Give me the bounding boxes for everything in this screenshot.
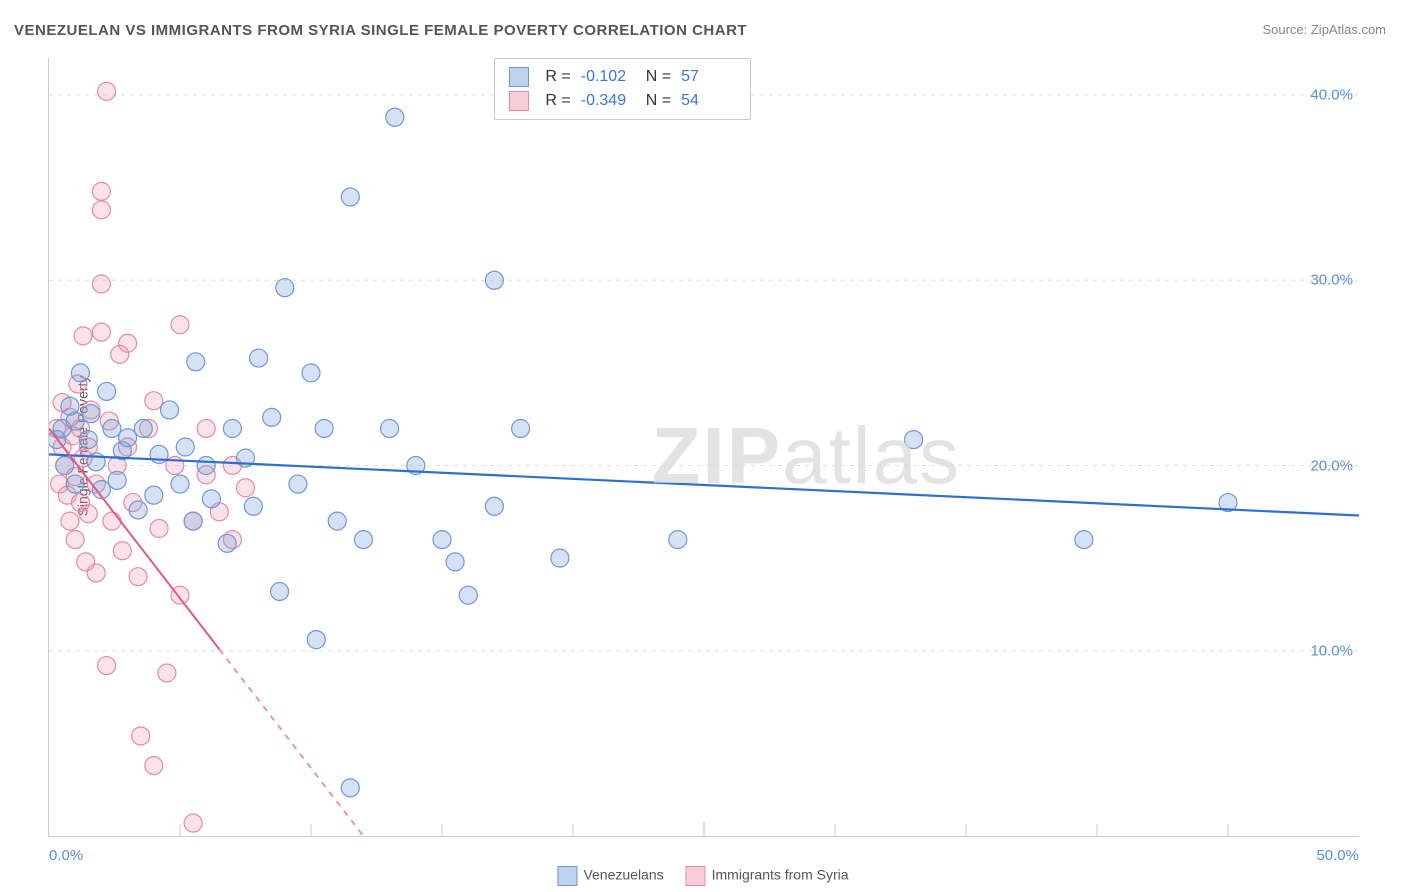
stat-R-value: -0.349 — [581, 89, 636, 113]
swatch-icon — [509, 91, 529, 111]
y-tick-label: 30.0% — [1310, 272, 1353, 289]
y-tick-label: 40.0% — [1310, 87, 1353, 104]
chart-title: VENEZUELAN VS IMMIGRANTS FROM SYRIA SING… — [14, 22, 747, 39]
stats-legend-box: R = -0.102 N = 57 R = -0.349 N = 54 — [494, 58, 751, 120]
watermark-zip: ZIP — [652, 411, 782, 500]
legend-label: Immigrants from Syria — [712, 867, 849, 883]
legend-item: Immigrants from Syria — [686, 866, 849, 886]
stat-N-value: 57 — [681, 65, 736, 89]
stat-R-label: R = — [545, 89, 570, 113]
stat-N-label: N = — [646, 65, 671, 89]
stat-N-label: N = — [646, 89, 671, 113]
swatch-icon — [509, 67, 529, 87]
y-tick-label: 20.0% — [1310, 457, 1353, 474]
stats-row: R = -0.102 N = 57 — [509, 65, 736, 89]
swatch-icon — [686, 866, 706, 886]
x-tick-label: 50.0% — [1316, 847, 1359, 864]
legend-item: Venezuelans — [557, 866, 663, 886]
watermark: ZIPatlas — [652, 410, 961, 502]
stats-row: R = -0.349 N = 54 — [509, 89, 736, 113]
plot-area: 10.0%20.0%30.0%40.0% 0.0%50.0% R =-0.102… — [48, 58, 1359, 837]
legend-label: Venezuelans — [583, 867, 663, 883]
stat-R-label: R = — [545, 65, 570, 89]
y-tick-label: 10.0% — [1310, 642, 1353, 659]
source-label: Source: ZipAtlas.com — [1262, 22, 1386, 37]
stat-N-value: 54 — [681, 89, 736, 113]
stat-R-value: -0.102 — [581, 65, 636, 89]
swatch-icon — [557, 866, 577, 886]
watermark-atlas: atlas — [782, 411, 961, 500]
x-tick-label: 0.0% — [49, 847, 83, 864]
legend-bottom: Venezuelans Immigrants from Syria — [557, 866, 848, 886]
